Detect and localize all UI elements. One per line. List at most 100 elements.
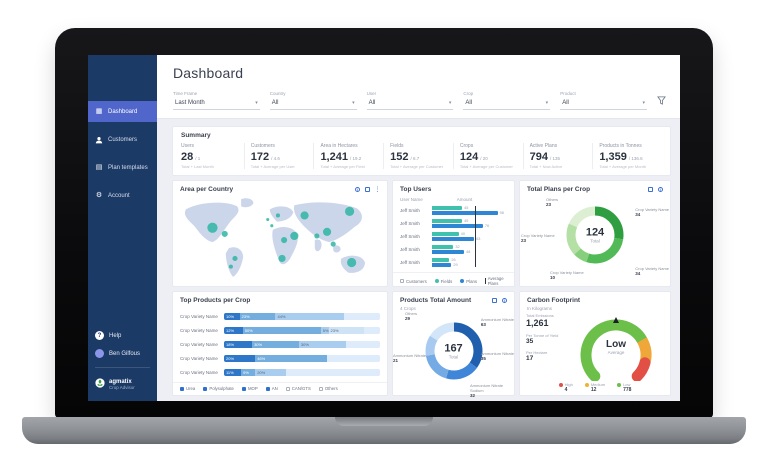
user-name: Ben Gilfous (109, 350, 141, 357)
products-stacked-bars: Crop Variety Name 10% 23% 44% Crop Variety N… (173, 306, 387, 379)
legend-an[interactable]: AN (265, 386, 278, 391)
fullscreen-icon[interactable] (647, 186, 654, 193)
legend-plans[interactable]: Plans (460, 279, 477, 284)
products-total-card: Products Total Amount i 4 Crops 167 T (392, 291, 515, 398)
help-label: Help (109, 332, 122, 339)
chevron-down-icon: ▾ (545, 100, 549, 106)
bar-value: 45 (464, 219, 469, 223)
legend-others[interactable]: Others (318, 386, 338, 391)
legend-label: Average Plans (487, 276, 504, 286)
donut-segment (425, 322, 482, 380)
user-select[interactable]: All ▾ (366, 98, 454, 110)
crop-variety-name: Crop Variety Name (180, 327, 218, 333)
product-select[interactable]: All ▾ (560, 98, 647, 110)
crop-variety-name: Crop Variety Name (180, 355, 218, 361)
laptop-screen-bezel: ▦ Dashboard Customers ▤ Plan templates ⚙… (55, 28, 713, 418)
legend-dot-icon (558, 383, 563, 387)
fullscreen-icon[interactable] (491, 297, 498, 304)
filter-value: All (368, 100, 376, 106)
bar-segment: 20% (224, 354, 256, 362)
crop-select[interactable]: All ▾ (463, 98, 551, 110)
carbon-footprint-card: Carbon Footprint In Kilograms Total Emis… (519, 291, 671, 396)
donut-total: 124 (585, 226, 605, 239)
top-products-card: Top Products per Crop Crop Variety Name 1… (172, 291, 388, 396)
sidebar-item-dashboard[interactable]: ▦ Dashboard (88, 101, 157, 122)
fullscreen-icon[interactable] (364, 186, 371, 193)
legend-label: High (564, 382, 573, 387)
donut-label: Ammonium Nitrate Sodium 32 (470, 383, 504, 399)
card-title: Area per Country (180, 186, 234, 193)
users-bar-chart: Jeff Smith 45 98 Jeff Smith 45 76 Jeff Smith 40… (393, 204, 514, 269)
map-marker (221, 230, 228, 237)
sidebar-item-account[interactable]: ⚙ Account (88, 185, 157, 206)
filter-value: Last Month (175, 100, 205, 106)
legend-fields[interactable]: Fields (434, 279, 452, 284)
legend-label: CAN/GTS (291, 386, 311, 391)
bar-segment: 5% (320, 326, 329, 334)
donut-total-label: Total (590, 238, 600, 244)
info-icon[interactable]: i (501, 297, 508, 304)
product-bar-row: Crop Variety Name 20% 46% (180, 351, 380, 365)
user-item[interactable]: Ben Gilfous (95, 349, 150, 358)
chevron-down-icon: ▾ (642, 100, 645, 106)
user-name: Jeff Smith (400, 234, 420, 239)
plans-bar (432, 237, 475, 241)
column-amount: Amount (456, 197, 473, 202)
filter-value: All (271, 100, 279, 106)
map-marker (290, 231, 299, 241)
gear-icon: ⚙ (95, 191, 103, 199)
legend-average-plans[interactable]: Average Plans (485, 276, 507, 286)
stat-value: 35 (526, 338, 534, 345)
card-title: Top Products per Crop (180, 297, 251, 304)
legend-customers[interactable]: Customers (400, 279, 427, 284)
carbon-legend-medium: Medium 12 (584, 382, 605, 393)
stat-label: Per Tonne of Yield (526, 333, 559, 338)
top-users-card: Top Users User Name Amount Jeff Smith 45 9… (392, 180, 515, 287)
user-bar-row: Jeff Smith 40 63 (400, 230, 507, 243)
page-title: Dashboard (173, 65, 244, 81)
bar-segment: 30% (298, 340, 346, 348)
sidebar-item-label: Account (108, 192, 130, 199)
legend-mop[interactable]: MOP (241, 386, 258, 391)
gauge-label: Low (606, 339, 626, 351)
filter-funnel-icon[interactable] (657, 92, 666, 110)
fields-bar (432, 232, 459, 236)
legend-can-gts[interactable]: CAN/GTS (285, 386, 311, 391)
summary-stat: Crops 124/ 20 Total + Average per Customer (452, 143, 523, 169)
donut-label: Crop Variety Name 10 (550, 270, 584, 281)
legend-label: Polysulphate (209, 386, 234, 391)
time-frame-select[interactable]: Last Month ▾ (173, 98, 260, 110)
sidebar-item-customers[interactable]: Customers (88, 129, 157, 150)
legend-polysulphate[interactable]: Polysulphate (203, 386, 234, 391)
carbon-stats: Total Emissions 1,261 Per Tonne of Yield… (526, 311, 568, 381)
map-marker (278, 254, 286, 263)
help-item[interactable]: ? Help (95, 331, 150, 340)
brand-logo-icon (95, 375, 105, 393)
checkbox-icon (203, 386, 208, 391)
user-name: Jeff Smith (400, 247, 420, 252)
menu-icon[interactable]: ⋮ (374, 187, 381, 193)
legend-urea[interactable]: Urea (180, 386, 195, 391)
fields-bar (432, 258, 450, 262)
fields-bar (432, 219, 463, 223)
sidebar-item-plan-templates[interactable]: ▤ Plan templates (88, 157, 157, 178)
products-donut-chart: 167 Total Others 29 Ammonium Nitrate 63 (393, 311, 514, 398)
checkbox-icon (180, 386, 184, 391)
legend-dot-icon (617, 383, 622, 387)
plans-bar (432, 211, 498, 215)
carbon-gauge: Low Average (568, 311, 664, 381)
info-icon[interactable]: i (354, 186, 361, 193)
user-bar-row: Jeff Smith 32 48 (400, 243, 507, 256)
fields-bar (432, 206, 463, 210)
summary-stats: Users 28/ 1 Total + Last Month Customers 172… (181, 143, 662, 169)
map-marker (275, 213, 280, 218)
map-marker (330, 241, 336, 247)
dashboard-icon: ▦ (95, 107, 103, 115)
products-legend: Urea Polysulphate MOP AN CAN/GTS Others (173, 382, 387, 391)
brand-tagline: Crop Advisor (109, 384, 135, 390)
country-select[interactable]: All ▾ (269, 98, 357, 110)
area-per-country-card: Area per Country i ⋮ (172, 180, 388, 287)
world-map (184, 198, 365, 277)
info-icon[interactable]: i (657, 186, 664, 193)
carbon-legend-high: High 4 (558, 382, 573, 393)
